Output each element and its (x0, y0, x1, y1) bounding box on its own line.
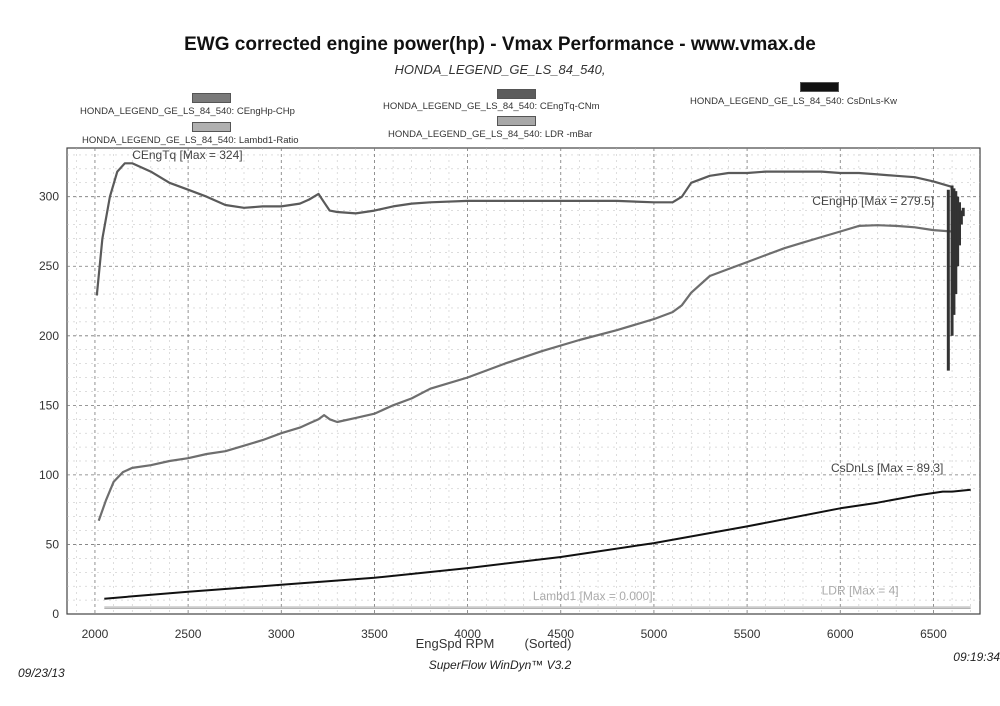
legend-label-engine-torque: HONDA_LEGEND_GE_LS_84_540: CEngTq-CNm (383, 101, 600, 112)
x-tick-label: 6500 (920, 627, 947, 641)
y-tick-label: 250 (39, 259, 59, 273)
legend-label-lambda: HONDA_LEGEND_GE_LS_84_540: Lambd1-Ratio (82, 135, 299, 146)
y-tick-label: 50 (46, 537, 60, 551)
y-tick-label: 200 (39, 329, 59, 343)
legend-label-engine-hp: HONDA_LEGEND_GE_LS_84_540: CEngHp-CHp (80, 106, 295, 117)
series-line-cenghp (97, 224, 953, 522)
annotation-label: CsDnLs [Max = 89.3] (831, 461, 943, 475)
x-tick-label: 2500 (175, 627, 202, 641)
legend-swatch-engine-torque (497, 89, 536, 99)
x-axis-label: EngSpd RPM (416, 636, 495, 651)
y-tick-label: 100 (39, 468, 59, 482)
footer-time: 09:19:34 (953, 650, 1000, 664)
legend-swatch-lambda (192, 122, 231, 132)
y-tick-label: 150 (39, 398, 59, 412)
legend-label-drive-loss: HONDA_LEGEND_GE_LS_84_540: CsDnLs-Kw (690, 96, 897, 107)
legend-swatch-drive-loss (800, 82, 839, 92)
x-tick-label: 5000 (641, 627, 668, 641)
annotations-group: CEngTq [Max = 324] CEngHp [Max = 279.5] Cs… (132, 148, 943, 603)
x-tick-label: 3500 (361, 627, 388, 641)
series-line-csdnls (104, 488, 971, 600)
x-tick-label: 4000 (454, 627, 481, 641)
chart-subtitle: HONDA_LEGEND_GE_LS_84_540, (394, 62, 606, 77)
x-tick-label: 3000 (268, 627, 295, 641)
x-tick-label: 5500 (734, 627, 761, 641)
x-tick-label: 2000 (82, 627, 109, 641)
y-axis-ticks: 0 50 100 150 200 250 300 (39, 190, 59, 621)
legend-swatch-ldr (497, 116, 536, 126)
legend-swatch-engine-hp (192, 93, 231, 103)
chart-title: EWG corrected engine power(hp) - Vmax Pe… (184, 34, 816, 55)
legend-label-ldr: HONDA_LEGEND_GE_LS_84_540: LDR -mBar (388, 129, 593, 140)
x-axis-sorted-label: (Sorted) (525, 636, 572, 651)
annotation-label: Lambd1 [Max = 0.000] (533, 589, 653, 603)
y-tick-label: 0 (52, 607, 59, 621)
x-tick-label: 6000 (827, 627, 854, 641)
x-axis-ticks: 2000 2500 3000 3500 4000 4500 5000 5500 6000 6500 (82, 627, 947, 641)
footer-software: SuperFlow WinDyn™ V3.2 (428, 658, 572, 672)
annotation-label: CEngHp [Max = 279.5] (812, 194, 934, 208)
x-tick-label: 4500 (547, 627, 574, 641)
series-group (95, 162, 971, 609)
y-tick-label: 300 (39, 190, 59, 204)
grid-lines (67, 148, 980, 614)
annotation-label: LDR [Max = 4] (822, 584, 899, 598)
footer-date: 09/23/13 (18, 666, 65, 680)
annotation-label: CEngTq [Max = 324] (132, 148, 242, 162)
series-line-cengtq (95, 162, 953, 296)
